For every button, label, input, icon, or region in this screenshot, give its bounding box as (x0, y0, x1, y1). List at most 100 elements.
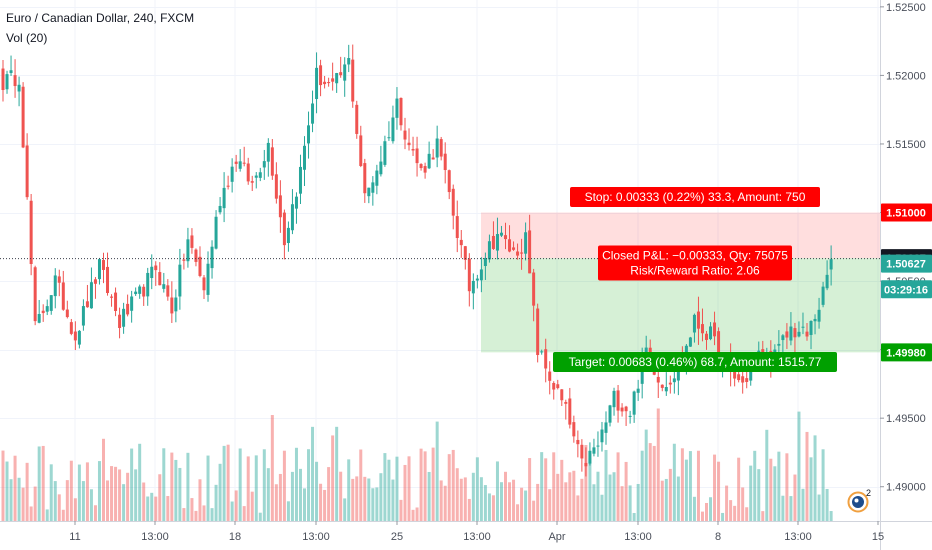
price-badge-label: 1.49980 (886, 347, 926, 359)
volume-bar (592, 484, 596, 521)
candle-body (705, 333, 708, 340)
time-axis[interactable]: 11 13:00 18 13:00 25 13:00 Apr 13:00 8 13:00 15 (0, 521, 932, 543)
volume-bar (250, 491, 254, 521)
candle-body (17, 84, 21, 92)
volume-bar (495, 461, 499, 521)
candle-body (355, 104, 359, 134)
volume-bar (749, 465, 753, 521)
volume-bar (745, 507, 749, 521)
volume-bar (829, 511, 833, 521)
candle-body (592, 447, 596, 454)
volume-bar (363, 476, 367, 521)
volume-bar (17, 477, 21, 521)
candle-body (668, 382, 672, 385)
volume-bar (307, 449, 311, 521)
candle-body (459, 239, 463, 246)
candle-body (713, 322, 717, 337)
candle-body (741, 376, 745, 383)
price-badge (881, 280, 932, 299)
volume-bar (210, 508, 214, 521)
candle-body (226, 185, 230, 187)
candle-body (520, 252, 524, 254)
candle-body (471, 280, 475, 294)
volume-bar (106, 480, 110, 521)
volume-bar (387, 459, 391, 521)
price-axis[interactable]: 1.525001.520001.515001.510001.505001.500… (880, 0, 932, 550)
volume-bar (142, 482, 146, 521)
volume-bar (319, 483, 323, 521)
volume-bar (536, 483, 540, 521)
candle-body (632, 391, 636, 415)
closed-pnl-label[interactable]: Closed P&L: −0.00333, Qty: 75075 Risk/Re… (598, 245, 792, 281)
candle-body (118, 314, 122, 328)
volume-bar (423, 451, 427, 521)
volume-bar (451, 449, 455, 521)
volume-bar (721, 512, 725, 521)
volume-bar (475, 457, 479, 521)
volume-bar (580, 478, 584, 521)
price-tick-label: 1.51500 (886, 139, 926, 151)
candle-body (138, 286, 142, 294)
price-badge-label: 03:29:16 (884, 284, 928, 296)
target-label[interactable]: Target: 0.00683 (0.46%) 68.7, Amount: 15… (553, 352, 837, 372)
stop-label[interactable]: Stop: 0.00333 (0.22%) 33.3, Amount: 750 (570, 187, 820, 207)
volume-bar (190, 498, 194, 521)
candle-body (114, 292, 118, 311)
candle-body (636, 388, 640, 393)
volume-bar (214, 484, 218, 521)
candle-body (532, 272, 536, 306)
volume-bar (439, 480, 443, 521)
candle-body (544, 349, 548, 369)
price-tick-label: 1.52000 (886, 70, 926, 82)
closed-pnl-text: Closed P&L: −0.00333, Qty: 75075 (602, 249, 788, 263)
volume-bar (652, 445, 656, 521)
candle-body (447, 170, 451, 193)
candle-body (524, 232, 528, 254)
candle-body (274, 174, 278, 199)
volume-bar (560, 459, 564, 521)
volume-bar (65, 480, 69, 521)
candle-body (785, 331, 789, 338)
candle-body (186, 239, 190, 262)
candle-body (254, 175, 258, 178)
volume-bar (419, 448, 423, 521)
candle-body (106, 266, 110, 294)
candle-body (218, 205, 222, 213)
price-badge-label: 1.51000 (886, 208, 926, 220)
volume-bar (479, 477, 483, 521)
candle-body (676, 365, 680, 381)
symbol-legend[interactable]: Euro / Canadian Dollar, 240, FXCM (6, 11, 195, 25)
volume-bar (274, 484, 278, 521)
volume-bar (668, 468, 672, 521)
volume-bar (524, 490, 528, 521)
volume-legend[interactable]: Vol (20) (6, 31, 48, 45)
tradingview-logo-icon[interactable]: 2 (846, 488, 872, 514)
candle-body (81, 306, 85, 326)
candle-body (624, 406, 628, 412)
volume-bar (825, 488, 829, 521)
candle-body (660, 384, 664, 388)
volume-bar (266, 468, 270, 521)
candle-body (612, 390, 616, 408)
candle-body (25, 145, 29, 198)
volume-bar (262, 449, 266, 521)
candle-body (146, 272, 150, 297)
volume-bar (335, 426, 339, 521)
volume-bar (166, 496, 170, 521)
candle-body (411, 149, 415, 151)
candle-body (825, 274, 829, 289)
candle-body (375, 170, 379, 186)
time-tick-label: 11 (69, 531, 80, 543)
candle-body (286, 227, 290, 244)
candle-body (214, 216, 218, 249)
volume-bar (53, 481, 57, 521)
candle-body (540, 351, 544, 353)
candle-body (130, 296, 134, 311)
candle-body (5, 74, 9, 90)
volume-bar (202, 505, 206, 521)
candle-body (737, 374, 741, 381)
candle-body (391, 117, 395, 142)
time-tick-label: 13:00 (463, 531, 491, 543)
candle-body (77, 330, 81, 345)
